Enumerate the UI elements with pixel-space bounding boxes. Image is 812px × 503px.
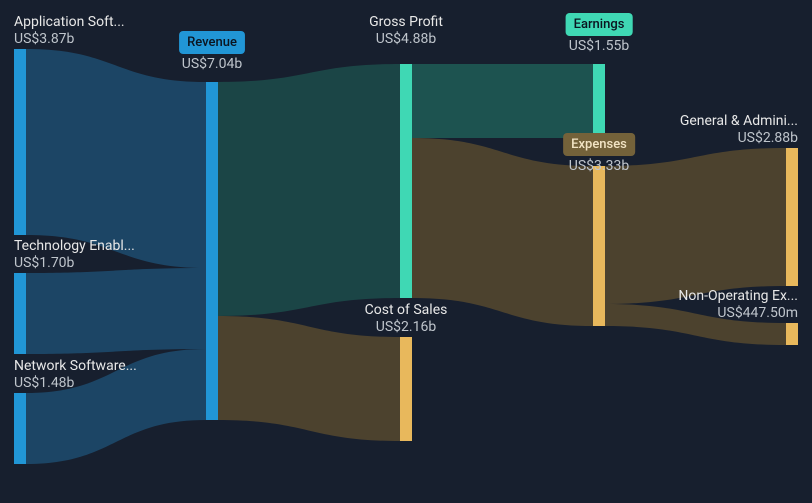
node-value-net_soft: US$1.48b bbox=[14, 374, 75, 391]
node-value-app_soft: US$3.87b bbox=[14, 30, 75, 47]
link-gross_profit-to-earnings bbox=[412, 64, 593, 138]
node-expenses[interactable] bbox=[593, 166, 605, 326]
node-revenue[interactable] bbox=[206, 82, 218, 420]
node-label-expenses: Expenses bbox=[571, 137, 627, 152]
node-net_soft[interactable] bbox=[14, 393, 26, 464]
node-cost_sales[interactable] bbox=[400, 337, 412, 441]
node-value-earnings: US$1.55b bbox=[569, 37, 630, 54]
node-label-cost_sales: Cost of Sales bbox=[365, 302, 448, 318]
node-label-app_soft: Application Soft... bbox=[14, 14, 125, 30]
node-label-earnings: Earnings bbox=[574, 17, 625, 32]
node-label-revenue: Revenue bbox=[187, 35, 237, 50]
node-gross_profit[interactable] bbox=[400, 64, 412, 298]
node-label-net_soft: Network Software... bbox=[14, 358, 137, 374]
link-app_soft-to-revenue bbox=[26, 49, 206, 268]
link-revenue-to-gross_profit bbox=[218, 64, 400, 316]
link-tech_enabl-to-revenue bbox=[26, 268, 206, 354]
node-value-gross_profit: US$4.88b bbox=[376, 30, 437, 47]
node-value-tech_enabl: US$1.70b bbox=[14, 254, 75, 271]
node-value-revenue: US$7.04b bbox=[182, 55, 243, 72]
node-non_op[interactable] bbox=[786, 323, 798, 345]
node-value-expenses: US$3.33b bbox=[569, 157, 630, 174]
link-revenue-to-cost_sales bbox=[218, 316, 400, 441]
node-value-cost_sales: US$2.16b bbox=[376, 318, 437, 335]
node-value-gen_admin: US$2.88b bbox=[738, 129, 799, 146]
node-value-non_op: US$447.50m bbox=[717, 304, 798, 321]
node-earnings[interactable] bbox=[593, 64, 605, 138]
node-gen_admin[interactable] bbox=[786, 148, 798, 286]
sankey-chart: Application Soft...US$3.87b Technology En… bbox=[0, 0, 812, 503]
node-label-non_op: Non-Operating Ex... bbox=[678, 288, 798, 304]
node-label-tech_enabl: Technology Enabl... bbox=[14, 238, 135, 254]
link-expenses-to-gen_admin bbox=[605, 148, 786, 304]
link-gross_profit-to-expenses bbox=[412, 138, 593, 326]
node-app_soft[interactable] bbox=[14, 49, 26, 235]
node-tech_enabl[interactable] bbox=[14, 273, 26, 354]
node-label-gross_profit: Gross Profit bbox=[369, 14, 443, 30]
node-label-gen_admin: General & Admini... bbox=[680, 113, 798, 129]
